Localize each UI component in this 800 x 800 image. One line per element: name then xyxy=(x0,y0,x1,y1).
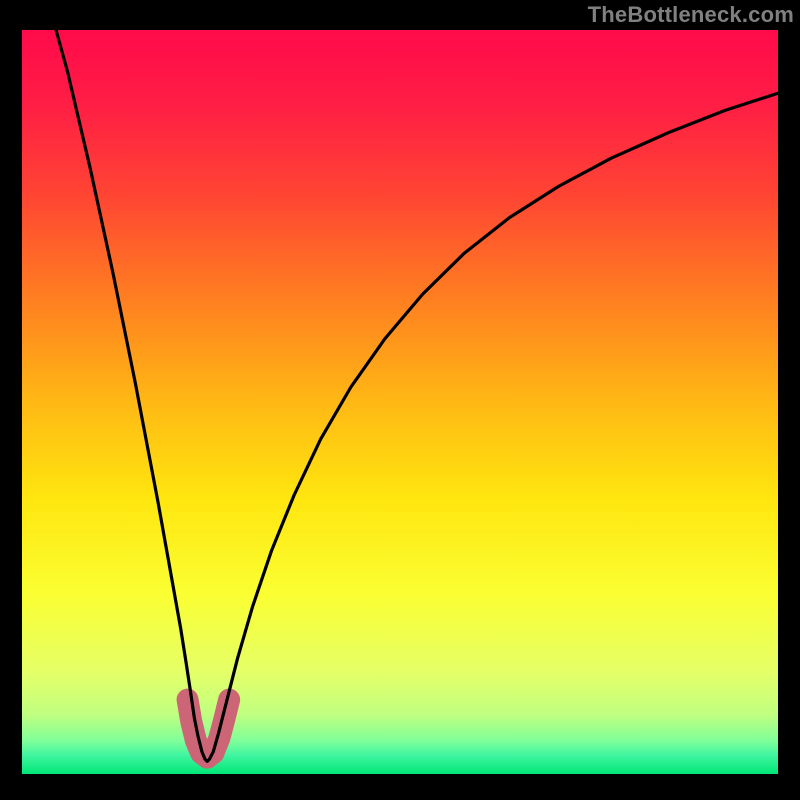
plot-background xyxy=(22,30,778,774)
watermark-text: TheBottleneck.com xyxy=(588,2,794,28)
chart-frame: TheBottleneck.com xyxy=(0,0,800,800)
bottleneck-curve-chart xyxy=(0,0,800,800)
